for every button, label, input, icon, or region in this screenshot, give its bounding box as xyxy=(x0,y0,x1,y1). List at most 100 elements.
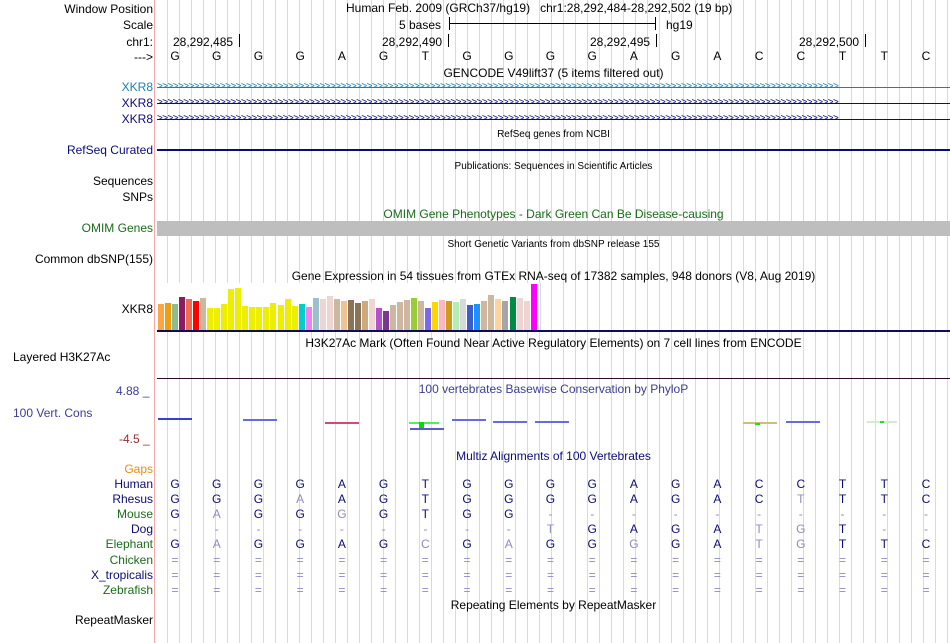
gaps-label[interactable]: Gaps xyxy=(124,462,153,476)
gtex-tissue-bar[interactable] xyxy=(235,288,242,330)
gtex-tissue-bar[interactable] xyxy=(432,302,439,330)
position-readout[interactable]: chr1:28,292,484-28,292,502 (19 bp) xyxy=(540,1,733,15)
refseq-label[interactable]: RefSeq Curated xyxy=(66,143,153,157)
dbsnp-track-title[interactable]: Short Genetic Variants from dbSNP releas… xyxy=(447,239,660,250)
alignment-base: = xyxy=(546,567,554,582)
gtex-tissue-bar[interactable] xyxy=(340,301,347,330)
gtex-tissue-bar[interactable] xyxy=(481,301,488,330)
gtex-tissue-bar[interactable] xyxy=(305,307,312,330)
gtex-tissue-bar[interactable] xyxy=(361,301,368,330)
gtex-tissue-bar[interactable] xyxy=(326,296,333,330)
publications-track-title[interactable]: Publications: Sequences in Scientific Ar… xyxy=(454,161,653,172)
alignment-base: T xyxy=(546,522,555,537)
species-label[interactable]: Elephant xyxy=(105,537,153,552)
alignment-base: = xyxy=(880,582,888,597)
gtex-tissue-bar[interactable] xyxy=(354,303,361,330)
gencode-gene-label[interactable]: XKR8 xyxy=(121,112,153,126)
gtex-tissue-bar[interactable] xyxy=(298,304,305,330)
gtex-tissue-bar[interactable] xyxy=(502,301,509,330)
gtex-tissue-bar[interactable] xyxy=(228,289,235,330)
gtex-tissue-bar[interactable] xyxy=(425,308,432,330)
gtex-tissue-bar[interactable] xyxy=(165,303,172,330)
sequences-label[interactable]: Sequences xyxy=(92,174,153,188)
gtex-tissue-bar[interactable] xyxy=(418,301,425,330)
gtex-tissue-bar[interactable] xyxy=(312,298,319,330)
gtex-tissue-bar[interactable] xyxy=(179,297,186,330)
gtex-tissue-bar[interactable] xyxy=(453,302,460,330)
gtex-tissue-bar[interactable] xyxy=(193,301,200,330)
multiz-track-title[interactable]: Multiz Alignments of 100 Vertebrates xyxy=(456,449,651,463)
gencode-track-title[interactable]: GENCODE V49lift37 (5 items filtered out) xyxy=(443,66,664,80)
gtex-tissue-bar[interactable] xyxy=(319,299,326,330)
gtex-tissue-bar[interactable] xyxy=(530,284,537,330)
gtex-tissue-bar[interactable] xyxy=(200,298,207,330)
species-label[interactable]: Mouse xyxy=(116,507,153,522)
gtex-tissue-bar[interactable] xyxy=(439,300,446,330)
gtex-tissue-bar[interactable] xyxy=(284,299,291,330)
gtex-tissue-bar[interactable] xyxy=(172,304,179,330)
gencode-gene-label[interactable]: XKR8 xyxy=(121,96,153,110)
gtex-tissue-bar[interactable] xyxy=(249,307,256,330)
repeatmasker-label[interactable]: RepeatMasker xyxy=(74,613,153,627)
gtex-tissue-bar[interactable] xyxy=(263,307,270,330)
gtex-tissue-bar[interactable] xyxy=(509,297,516,330)
species-label[interactable]: Chicken xyxy=(109,552,153,567)
gtex-tissue-bar[interactable] xyxy=(256,307,263,330)
gtex-tissue-bar[interactable] xyxy=(221,304,228,330)
snps-label[interactable]: SNPs xyxy=(122,190,153,204)
gtex-bar-chart[interactable] xyxy=(157,283,541,330)
gtex-tissue-bar[interactable] xyxy=(347,300,354,330)
h3k27ac-label[interactable]: Layered H3K27Ac xyxy=(13,350,111,364)
omim-gene-bar[interactable] xyxy=(157,221,950,236)
gtex-tissue-bar[interactable] xyxy=(404,300,411,330)
gtex-tissue-bar[interactable] xyxy=(411,298,418,330)
phylop-label[interactable]: 100 Vert. Cons xyxy=(13,406,93,420)
refseq-gene-line[interactable] xyxy=(157,149,950,151)
species-label[interactable]: Dog xyxy=(130,522,153,537)
gencode-gene-label[interactable]: XKR8 xyxy=(121,80,153,94)
gtex-tissue-bar[interactable] xyxy=(488,295,495,330)
gtex-tissue-bar[interactable] xyxy=(291,306,298,330)
gencode-gene-line[interactable] xyxy=(157,87,950,88)
gtex-tissue-bar[interactable] xyxy=(368,299,375,330)
gtex-tissue-bar[interactable] xyxy=(382,311,389,330)
gtex-track-title[interactable]: Gene Expression in 54 tissues from GTEx … xyxy=(291,269,816,283)
species-label[interactable]: Rhesus xyxy=(112,492,153,507)
omim-track-title[interactable]: OMIM Gene Phenotypes - Dark Green Can Be… xyxy=(383,207,724,221)
gtex-tissue-bar[interactable] xyxy=(242,306,249,330)
gtex-tissue-bar[interactable] xyxy=(375,308,382,330)
omim-label[interactable]: OMIM Genes xyxy=(81,221,153,235)
sequence-base: G xyxy=(545,49,556,63)
sequence-base: G xyxy=(378,49,389,63)
gtex-tissue-bar[interactable] xyxy=(516,298,523,330)
gtex-tissue-bar[interactable] xyxy=(397,302,404,330)
gencode-gene-line[interactable] xyxy=(157,103,950,104)
gtex-tissue-bar[interactable] xyxy=(460,299,467,330)
phylop-track-title[interactable]: 100 vertebrates Basewise Conservation by… xyxy=(418,382,689,396)
gtex-tissue-bar[interactable] xyxy=(277,305,284,330)
gtex-tissue-bar[interactable] xyxy=(333,299,340,330)
gtex-gene-label[interactable]: XKR8 xyxy=(121,302,153,316)
gtex-tissue-bar[interactable] xyxy=(495,299,502,330)
gtex-tissue-bar[interactable] xyxy=(214,308,221,330)
h3k27ac-track-title[interactable]: H3K27Ac Mark (Often Found Near Active Re… xyxy=(305,336,802,350)
species-label[interactable]: X_tropicalis xyxy=(90,567,153,582)
species-label[interactable]: Human xyxy=(114,477,153,491)
species-label[interactable]: Zebrafish xyxy=(102,582,153,597)
gencode-gene-line[interactable] xyxy=(157,119,950,120)
gtex-tissue-bar[interactable] xyxy=(474,304,481,330)
gtex-tissue-bar[interactable] xyxy=(207,308,214,330)
gtex-tissue-bar[interactable] xyxy=(446,301,453,330)
db-label: hg19 xyxy=(666,18,693,32)
gtex-tissue-bar[interactable] xyxy=(389,305,396,330)
repeatmasker-track-title[interactable]: Repeating Elements by RepeatMasker xyxy=(450,598,657,612)
alignment-base: = xyxy=(922,582,930,597)
gtex-tissue-bar[interactable] xyxy=(523,301,530,330)
gtex-tissue-bar[interactable] xyxy=(270,303,277,330)
dbsnp-label[interactable]: Common dbSNP(155) xyxy=(34,252,153,266)
refseq-track-title[interactable]: RefSeq genes from NCBI xyxy=(497,129,610,140)
alignment-base: = xyxy=(755,552,763,567)
gtex-tissue-bar[interactable] xyxy=(467,305,474,330)
gtex-tissue-bar[interactable] xyxy=(186,299,193,330)
gtex-tissue-bar[interactable] xyxy=(158,304,164,330)
